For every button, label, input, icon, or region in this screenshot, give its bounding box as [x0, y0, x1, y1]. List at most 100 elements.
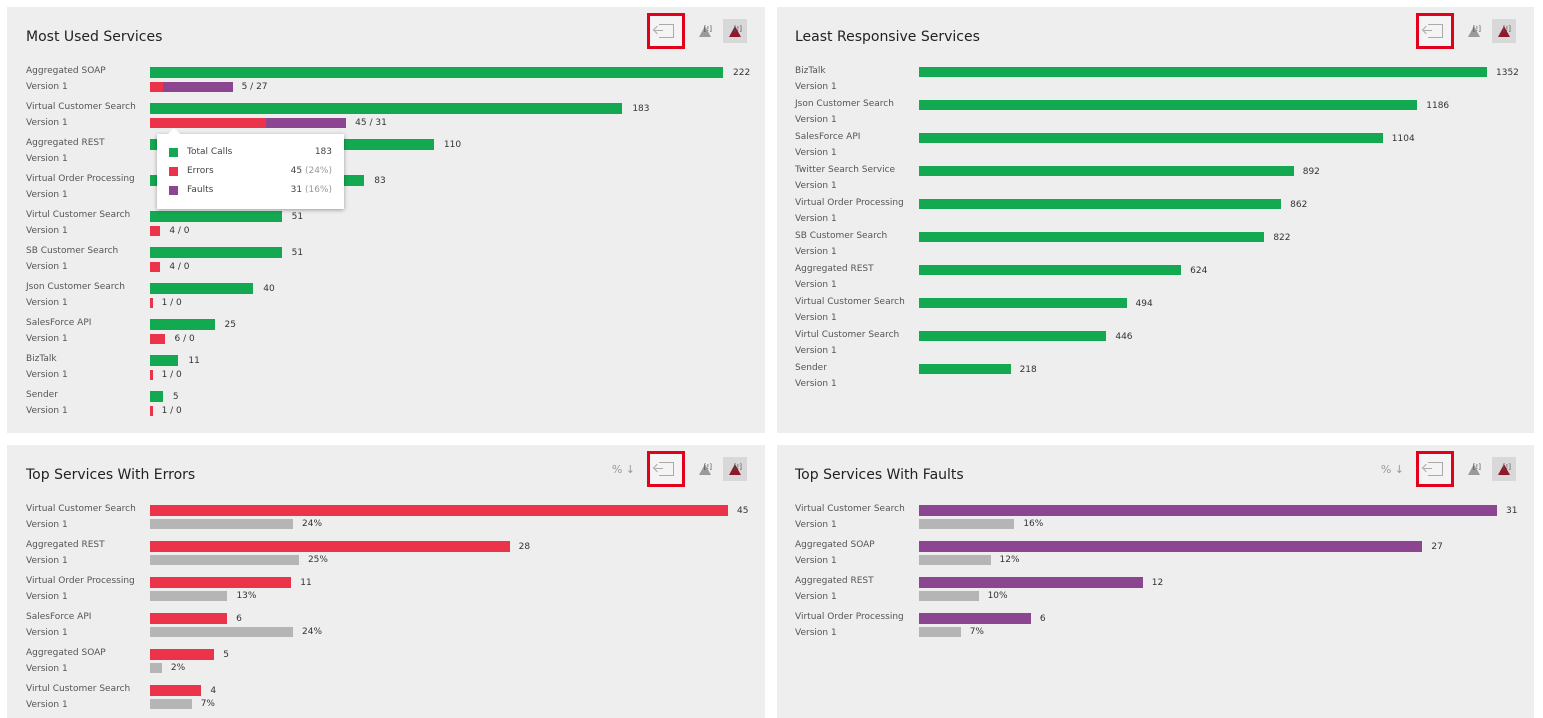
service-row[interactable]: Virtual Customer Search Version 1 45 24%: [7, 504, 765, 540]
service-row[interactable]: Virtul Customer Search Version 1 446: [777, 330, 1534, 363]
triangle-alert-gray-icon: [!]: [699, 463, 712, 475]
alert-active-button[interactable]: [!]: [1492, 457, 1516, 481]
service-version: Version 1: [795, 556, 837, 566]
service-row[interactable]: Aggregated SOAP Version 1 27 12%: [777, 540, 1534, 576]
errors-faults-value: 4 / 0: [169, 226, 190, 236]
response-time-value: 892: [1302, 167, 1320, 177]
service-row[interactable]: Sender Version 1 218: [777, 363, 1534, 396]
service-row[interactable]: Aggregated SOAP Version 1 5 2%: [7, 648, 765, 684]
response-time-value: 822: [1273, 233, 1291, 243]
service-row[interactable]: Virtul Customer Search Version 1 51 4 / 0: [7, 210, 765, 246]
total-calls-value: 5: [172, 392, 179, 402]
response-time-bar: [919, 133, 1383, 143]
triangle-alert-red-icon: [!]: [729, 25, 742, 37]
errors-bar: [150, 82, 163, 92]
service-name: Aggregated REST: [795, 264, 874, 274]
service-row[interactable]: Sender Version 1 5 1 / 0: [7, 390, 765, 426]
percent-bar: [150, 663, 162, 673]
service-row[interactable]: Virtual Order Processing Version 1 6 7%: [777, 612, 1534, 648]
service-row[interactable]: Twitter Search Service Version 1 892: [777, 165, 1534, 198]
panel-toolbar: [!] [!]: [1416, 13, 1516, 49]
percent-bar: [919, 555, 991, 565]
service-version: Version 1: [795, 214, 837, 224]
service-row[interactable]: Virtual Order Processing Version 1 11 13%: [7, 576, 765, 612]
service-row[interactable]: Virtual Order Processing Version 1 83: [7, 174, 765, 210]
service-row[interactable]: SB Customer Search Version 1 51 4 / 0: [7, 246, 765, 282]
service-row[interactable]: BizTalk Version 1 1352: [777, 66, 1534, 99]
total-calls-value: 40: [263, 284, 275, 294]
total-calls-bar: [150, 67, 723, 78]
response-time-bar: [919, 232, 1265, 242]
total-calls-bar: [150, 355, 179, 366]
service-row[interactable]: Aggregated REST Version 1 28 25%: [7, 540, 765, 576]
alert-active-button[interactable]: [!]: [723, 457, 747, 481]
service-row[interactable]: Aggregated REST Version 1 624: [777, 264, 1534, 297]
service-row[interactable]: Aggregated SOAP Version 1 222 5 / 27: [7, 66, 765, 102]
service-row[interactable]: SalesForce API Version 1 6 24%: [7, 612, 765, 648]
percent-sort-toggle[interactable]: % ↓: [611, 462, 635, 476]
service-name: Virtul Customer Search: [26, 210, 131, 220]
service-version: Version 1: [26, 226, 68, 236]
total-calls-bar: [150, 319, 215, 330]
service-version: Version 1: [26, 118, 68, 128]
total-calls-value: 25: [224, 320, 236, 330]
errors-faults-value: 5 / 27: [241, 82, 268, 92]
service-row[interactable]: SalesForce API Version 1 1104: [777, 132, 1534, 165]
total-calls-value: 110: [443, 140, 462, 150]
service-version: Version 1: [26, 154, 68, 164]
alert-active-button[interactable]: [!]: [723, 19, 747, 43]
exit-fullscreen-button[interactable]: [647, 451, 685, 487]
alert-toggle-button[interactable]: [!]: [1462, 457, 1486, 481]
service-version: Version 1: [26, 520, 68, 530]
service-version: Version 1: [795, 115, 837, 125]
service-row[interactable]: Virtul Customer Search Version 1 4 7%: [7, 684, 765, 718]
panel-toolbar: % ↓ [!] [!]: [611, 451, 747, 487]
service-row[interactable]: Virtual Order Processing Version 1 862: [777, 198, 1534, 231]
alert-toggle-button[interactable]: [!]: [1462, 19, 1486, 43]
service-version: Version 1: [26, 592, 68, 602]
tooltip-label: Total Calls: [187, 147, 233, 157]
percent-value: 10%: [987, 591, 1008, 601]
service-name: Virtul Customer Search: [26, 684, 131, 694]
service-row[interactable]: Virtual Customer Search Version 1 183 45 / …: [7, 102, 765, 138]
errors-bar: [150, 118, 267, 128]
tooltip-row-total: Total Calls 183: [169, 145, 332, 159]
faults-bar: [919, 577, 1143, 588]
service-name: Json Customer Search: [795, 99, 894, 109]
service-row[interactable]: BizTalk Version 1 11 1 / 0: [7, 354, 765, 390]
exit-fullscreen-button[interactable]: [1416, 451, 1454, 487]
alert-toggle-button[interactable]: [!]: [693, 457, 717, 481]
exit-fullscreen-button[interactable]: [647, 13, 685, 49]
faults-bar: [162, 82, 233, 92]
response-time-value: 862: [1290, 200, 1308, 210]
percent-sort-toggle[interactable]: % ↓: [1380, 462, 1404, 476]
service-row[interactable]: Json Customer Search Version 1 1186: [777, 99, 1534, 132]
service-name: Virtul Customer Search: [795, 330, 900, 340]
service-row[interactable]: SalesForce API Version 1 25 6 / 0: [7, 318, 765, 354]
alert-toggle-button[interactable]: [!]: [693, 19, 717, 43]
service-row[interactable]: Virtual Customer Search Version 1 494: [777, 297, 1534, 330]
percent-value: 7%: [200, 699, 215, 709]
legend-swatch: [169, 147, 178, 157]
response-time-value: 1352: [1496, 68, 1519, 78]
service-row[interactable]: Aggregated REST Version 1 110: [7, 138, 765, 174]
total-calls-value: 51: [291, 248, 304, 258]
service-row[interactable]: Json Customer Search Version 1 40 1 / 0: [7, 282, 765, 318]
alert-active-button[interactable]: [!]: [1492, 19, 1516, 43]
errors-bar: [150, 577, 292, 588]
faults-bar: [266, 118, 347, 128]
service-row[interactable]: SB Customer Search Version 1 822: [777, 231, 1534, 264]
response-time-value: 446: [1115, 332, 1133, 342]
percent-value: 2%: [170, 663, 186, 673]
exit-fullscreen-button[interactable]: [1416, 13, 1454, 49]
percent-bar: [150, 627, 293, 637]
total-calls-bar: [150, 247, 282, 258]
service-row[interactable]: Aggregated REST Version 1 12 10%: [777, 576, 1534, 612]
service-version: Version 1: [795, 181, 837, 191]
percent-value: 12%: [999, 555, 1020, 565]
response-time-value: 494: [1135, 299, 1153, 309]
percent-bar: [150, 699, 192, 709]
service-row[interactable]: Virtual Customer Search Version 1 31 16%: [777, 504, 1534, 540]
panel-top-services-errors: Top Services With Errors % ↓ [!] [!] Vir…: [7, 445, 765, 718]
exit-fullscreen-icon: [654, 24, 674, 38]
